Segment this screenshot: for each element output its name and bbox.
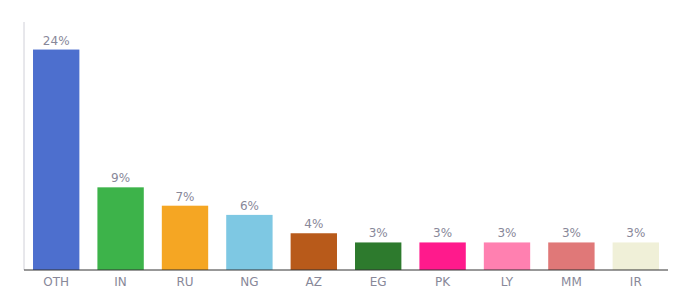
bar (97, 187, 143, 270)
y-axis-line (24, 22, 25, 270)
bar (355, 242, 401, 270)
bar (613, 242, 659, 270)
chart-container: OTH IN RU NG AZ EG PK LY MM IR 24% 9% 7% 6% 4% 3% 3% 3% 3%… (0, 0, 680, 300)
data-label: 7% (175, 190, 194, 204)
data-label: 3% (369, 226, 388, 240)
x-tick-label: IR (630, 275, 642, 289)
x-axis-line (24, 270, 668, 271)
bar (419, 242, 465, 270)
data-label: 3% (626, 226, 645, 240)
bar (484, 242, 530, 270)
x-tick-label: NG (240, 275, 258, 289)
data-label: 24% (43, 34, 70, 48)
x-tick-label: RU (176, 275, 193, 289)
x-tick-label: IN (114, 275, 127, 289)
data-label: 3% (562, 226, 581, 240)
bar (291, 233, 337, 270)
data-label: 3% (433, 226, 452, 240)
data-label: 9% (111, 171, 130, 185)
bar (548, 242, 594, 270)
x-tick-label: AZ (306, 275, 322, 289)
data-label: 6% (240, 199, 259, 213)
bar (226, 215, 272, 270)
x-tick-label: OTH (43, 275, 69, 289)
bar (162, 206, 208, 270)
bars (33, 50, 659, 270)
x-tick-label: LY (501, 275, 514, 289)
bar (33, 50, 79, 270)
x-tick-label: PK (435, 275, 451, 289)
data-label: 4% (304, 217, 323, 231)
chart: OTH IN RU NG AZ EG PK LY MM IR 24% 9% 7% 6% 4% 3% 3% 3% 3%… (0, 0, 680, 300)
x-tick-label: EG (370, 275, 387, 289)
data-label: 3% (497, 226, 516, 240)
x-tick-label: MM (561, 275, 582, 289)
